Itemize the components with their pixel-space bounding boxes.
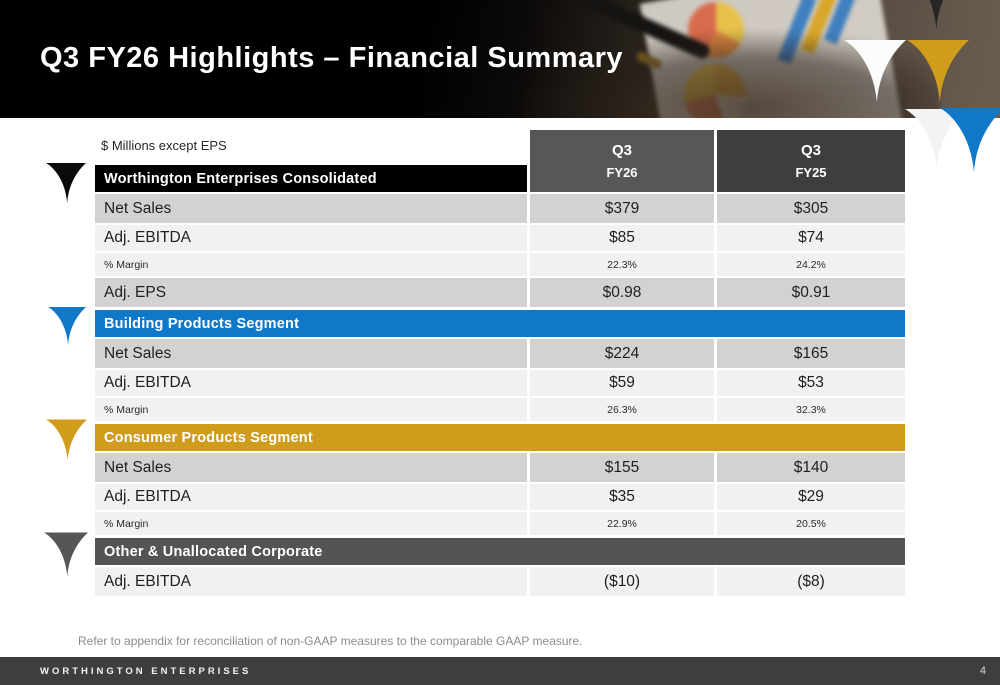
page-number: 4 bbox=[979, 665, 986, 677]
row-label: Adj. EBITDA bbox=[95, 567, 527, 596]
chevron-dark-icon bbox=[929, 0, 944, 30]
footer-bar: WORTHINGTON ENTERPRISES 4 bbox=[0, 657, 1000, 685]
section-consolidated-icon bbox=[46, 163, 86, 203]
section-building-icon bbox=[48, 307, 86, 345]
value-fy26: ($10) bbox=[530, 567, 714, 596]
row-label: Net Sales bbox=[95, 453, 527, 482]
section-header-building: Building Products Segment bbox=[95, 310, 905, 337]
chevron-blue-icon bbox=[940, 108, 1000, 172]
value-fy25: 32.3% bbox=[717, 398, 905, 421]
value-fy26: $224 bbox=[530, 339, 714, 368]
value-fy25: 20.5% bbox=[717, 512, 905, 535]
value-fy25: $0.91 bbox=[717, 278, 905, 307]
row-label: Net Sales bbox=[95, 194, 527, 223]
row-label: Adj. EBITDA bbox=[95, 370, 527, 396]
slide-title: Q3 FY26 Highlights – Financial Summary bbox=[40, 42, 624, 74]
value-fy25: $74 bbox=[717, 225, 905, 251]
chevron-white-icon bbox=[905, 109, 965, 169]
table-row: Net Sales $379 $305 bbox=[95, 194, 905, 223]
value-fy26: 22.3% bbox=[530, 253, 714, 276]
table-row: Adj. EBITDA $59 $53 bbox=[95, 370, 905, 396]
value-fy25: $165 bbox=[717, 339, 905, 368]
row-label: % Margin bbox=[95, 253, 527, 276]
section-header-consumer: Consumer Products Segment bbox=[95, 424, 905, 451]
row-label: Adj. EBITDA bbox=[95, 225, 527, 251]
value-fy26: $35 bbox=[530, 484, 714, 510]
table-row: Net Sales $224 $165 bbox=[95, 339, 905, 368]
row-label: % Margin bbox=[95, 512, 527, 535]
value-fy25: $29 bbox=[717, 484, 905, 510]
table-row-margin: % Margin 22.3% 24.2% bbox=[95, 253, 905, 276]
chevron-white-icon bbox=[844, 40, 906, 102]
table-row-margin: % Margin 22.9% 20.5% bbox=[95, 512, 905, 535]
value-fy26: 26.3% bbox=[530, 398, 714, 421]
section-consumer-icon bbox=[46, 419, 87, 461]
value-fy26: 22.9% bbox=[530, 512, 714, 535]
table-row: Adj. EPS $0.98 $0.91 bbox=[95, 278, 905, 307]
row-label: % Margin bbox=[95, 398, 527, 421]
financial-summary-table: $ Millions except EPS Worthington Enterp… bbox=[95, 130, 905, 598]
value-fy26: $155 bbox=[530, 453, 714, 482]
row-label: Net Sales bbox=[95, 339, 527, 368]
column-header-q3-fy26: Q3 FY26 bbox=[530, 130, 714, 192]
column-header-q3-fy25: Q3 FY25 bbox=[717, 130, 905, 192]
value-fy26: $85 bbox=[530, 225, 714, 251]
section-other-icon bbox=[44, 532, 88, 577]
units-note: $ Millions except EPS bbox=[101, 137, 227, 153]
value-fy25: 24.2% bbox=[717, 253, 905, 276]
table-row: Adj. EBITDA $85 $74 bbox=[95, 225, 905, 251]
row-label: Adj. EPS bbox=[95, 278, 527, 307]
table-header-row: $ Millions except EPS Worthington Enterp… bbox=[95, 130, 905, 192]
value-fy26: $379 bbox=[530, 194, 714, 223]
value-fy25: $140 bbox=[717, 453, 905, 482]
footnote: Refer to appendix for reconciliation of … bbox=[78, 634, 583, 648]
chevron-gold-icon bbox=[907, 40, 969, 102]
value-fy25: ($8) bbox=[717, 567, 905, 596]
value-fy26: $0.98 bbox=[530, 278, 714, 307]
table-row: Net Sales $155 $140 bbox=[95, 453, 905, 482]
table-row-margin: % Margin 26.3% 32.3% bbox=[95, 398, 905, 421]
value-fy26: $59 bbox=[530, 370, 714, 396]
section-header-other: Other & Unallocated Corporate bbox=[95, 538, 905, 565]
value-fy25: $305 bbox=[717, 194, 905, 223]
table-row: Adj. EBITDA ($10) ($8) bbox=[95, 567, 905, 596]
table-row: Adj. EBITDA $35 $29 bbox=[95, 484, 905, 510]
footer-company-name: WORTHINGTON ENTERPRISES bbox=[40, 665, 252, 677]
section-header-consolidated: Worthington Enterprises Consolidated bbox=[95, 165, 527, 192]
row-label: Adj. EBITDA bbox=[95, 484, 527, 510]
value-fy25: $53 bbox=[717, 370, 905, 396]
